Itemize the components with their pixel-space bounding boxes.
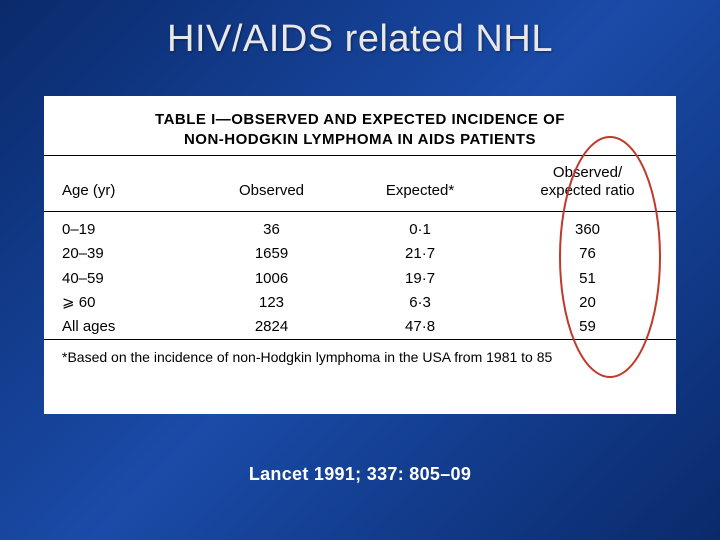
table-row: 40–59 1006 19·7 51	[44, 267, 676, 291]
cell-expected: 0·1	[341, 212, 499, 243]
table-caption-line1: TABLE I—OBSERVED AND EXPECTED INCIDENCE …	[155, 111, 565, 128]
header-ratio-line2: expected ratio	[540, 182, 634, 199]
cell-observed: 123	[202, 291, 341, 315]
cell-ratio: 51	[499, 267, 676, 291]
cell-age: 20–39	[44, 242, 202, 266]
cell-age: All ages	[44, 315, 202, 340]
cell-age: 0–19	[44, 212, 202, 243]
table-header-row: Age (yr) Observed Expected* Observed/ ex…	[44, 155, 676, 212]
cell-observed: 2824	[202, 315, 341, 340]
citation-text: Lancet 1991; 337: 805–09	[0, 464, 720, 485]
table-row: All ages 2824 47·8 59	[44, 315, 676, 340]
cell-expected: 19·7	[341, 267, 499, 291]
header-ratio-line1: Observed/	[553, 164, 622, 181]
table-row: 20–39 1659 21·7 76	[44, 242, 676, 266]
cell-ratio: 360	[499, 212, 676, 243]
cell-observed: 1659	[202, 242, 341, 266]
table-panel: TABLE I—OBSERVED AND EXPECTED INCIDENCE …	[44, 96, 676, 414]
table-footnote-row: *Based on the incidence of non-Hodgkin l…	[44, 340, 676, 375]
slide-title: HIV/AIDS related NHL	[0, 0, 720, 61]
table-caption: TABLE I—OBSERVED AND EXPECTED INCIDENCE …	[44, 96, 676, 155]
incidence-table: Age (yr) Observed Expected* Observed/ ex…	[44, 155, 676, 376]
cell-observed: 36	[202, 212, 341, 243]
table-footnote: *Based on the incidence of non-Hodgkin l…	[44, 340, 676, 375]
header-ratio: Observed/ expected ratio	[499, 155, 676, 212]
table-row: ⩾ 60 123 6·3 20	[44, 291, 676, 315]
cell-expected: 21·7	[341, 242, 499, 266]
cell-age: 40–59	[44, 267, 202, 291]
cell-expected: 47·8	[341, 315, 499, 340]
cell-expected: 6·3	[341, 291, 499, 315]
cell-ratio: 76	[499, 242, 676, 266]
table-caption-line2: NON-HODGKIN LYMPHOMA IN AIDS PATIENTS	[184, 131, 536, 148]
table-row: 0–19 36 0·1 360	[44, 212, 676, 243]
cell-observed: 1006	[202, 267, 341, 291]
cell-ratio: 20	[499, 291, 676, 315]
header-observed: Observed	[202, 155, 341, 212]
header-age: Age (yr)	[44, 155, 202, 212]
cell-age: ⩾ 60	[44, 291, 202, 315]
header-expected: Expected*	[341, 155, 499, 212]
cell-ratio: 59	[499, 315, 676, 340]
